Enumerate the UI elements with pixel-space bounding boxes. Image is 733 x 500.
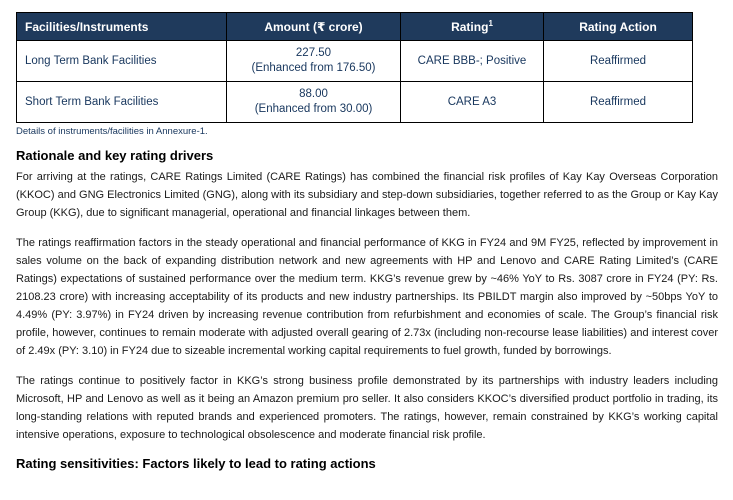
rating-footnote-superscript: 1 bbox=[488, 19, 493, 28]
cell-facility: Short Term Bank Facilities bbox=[16, 81, 227, 123]
amount-enhanced-note: (Enhanced from 30.00) bbox=[254, 103, 373, 115]
rationale-heading: Rationale and key rating drivers bbox=[16, 148, 214, 163]
cell-rating: CARE A3 bbox=[400, 81, 544, 123]
table-header-row: Facilities/Instruments Amount (₹ crore) … bbox=[16, 12, 693, 41]
table-row: Long Term Bank Facilities 227.50 (Enhanc… bbox=[16, 40, 693, 82]
amount-enhanced-note: (Enhanced from 176.50) bbox=[251, 62, 376, 74]
cell-amount: 88.00 (Enhanced from 30.00) bbox=[226, 81, 401, 123]
cell-rating: CARE BBB-; Positive bbox=[400, 40, 544, 82]
cell-facility: Long Term Bank Facilities bbox=[16, 40, 227, 82]
header-rating-label: Rating bbox=[451, 20, 489, 34]
cell-amount: 227.50 (Enhanced from 176.50) bbox=[226, 40, 401, 82]
amount-value: 227.50 bbox=[295, 47, 332, 59]
rating-facilities-table: Facilities/Instruments Amount (₹ crore) … bbox=[16, 12, 693, 123]
table-footnote: Details of instruments/facilities in Ann… bbox=[16, 126, 208, 137]
rating-sensitivities-heading: Rating sensitivities: Factors likely to … bbox=[16, 456, 376, 471]
rationale-paragraph-3: The ratings continue to positively facto… bbox=[16, 375, 718, 441]
header-facilities-instruments: Facilities/Instruments bbox=[16, 12, 227, 41]
amount-value: 88.00 bbox=[299, 88, 328, 100]
table-row: Short Term Bank Facilities 88.00 (Enhanc… bbox=[16, 81, 693, 123]
header-amount: Amount (₹ crore) bbox=[226, 12, 401, 41]
rationale-paragraph-1: For arriving at the ratings, CARE Rating… bbox=[16, 171, 718, 219]
cell-rating-action: Reaffirmed bbox=[543, 40, 693, 82]
header-rating-action: Rating Action bbox=[543, 12, 693, 41]
header-rating: Rating1 bbox=[400, 12, 544, 41]
cell-rating-action: Reaffirmed bbox=[543, 81, 693, 123]
rationale-paragraph-2: The ratings reaffirmation factors in the… bbox=[16, 237, 718, 357]
